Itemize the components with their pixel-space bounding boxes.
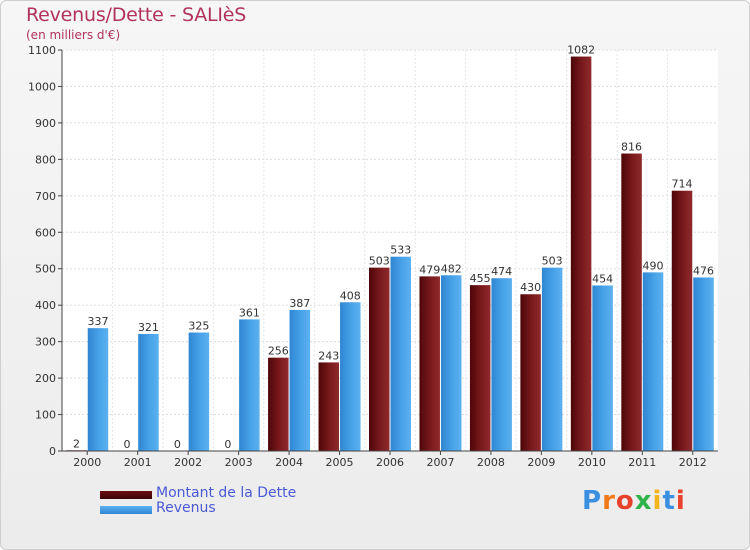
y-tick-label: 700 [35, 190, 56, 203]
bar-revenus [188, 332, 210, 451]
y-tick-label: 1100 [28, 44, 56, 57]
data-label: 256 [268, 345, 289, 358]
axes [58, 49, 718, 455]
bar-revenus [491, 278, 512, 451]
logo-letter: o [615, 486, 635, 516]
bar-dette [419, 276, 440, 451]
bar-revenus [440, 275, 462, 451]
x-tick-label: 2000 [73, 456, 101, 469]
data-label: 0 [224, 438, 231, 451]
x-tick-label: 2009 [527, 456, 555, 469]
bar-revenus [87, 328, 109, 451]
data-label: 490 [643, 259, 664, 272]
data-label: 0 [174, 438, 181, 451]
chart-title: Revenus/Dette - SALIèS [26, 4, 247, 26]
data-label: 337 [87, 315, 108, 328]
logo-letter: r [602, 486, 616, 516]
bar-revenus [138, 333, 159, 451]
chart-subtitle: (en milliers d'€) [26, 28, 121, 42]
data-label: 243 [318, 349, 339, 362]
legend-label-revenus: Revenus [156, 500, 216, 516]
data-label: 533 [390, 244, 411, 257]
data-label: 1082 [567, 44, 595, 57]
legend-swatch-debt [100, 491, 152, 499]
bar-revenus [541, 267, 563, 451]
data-label: 503 [369, 255, 390, 268]
x-tick-label: 2007 [426, 456, 454, 469]
x-tick-label: 2011 [628, 456, 656, 469]
data-label: 479 [419, 263, 440, 276]
y-tick-label: 600 [35, 226, 56, 239]
bar-revenus [340, 302, 361, 451]
data-label: 816 [621, 141, 642, 154]
data-label: 408 [340, 289, 361, 302]
bar-revenus [592, 285, 613, 451]
y-tick-label: 900 [35, 117, 56, 130]
data-label: 476 [693, 264, 714, 277]
y-tick-label: 400 [35, 299, 56, 312]
data-label: 482 [441, 262, 462, 275]
y-tick-label: 100 [35, 409, 56, 422]
x-tick-label: 2004 [275, 456, 303, 469]
y-tick-label: 300 [35, 336, 56, 349]
bar-revenus [693, 277, 714, 451]
data-label: 2 [73, 437, 80, 450]
logo-letter: t [662, 486, 676, 516]
bar-revenus [390, 256, 411, 451]
data-label: 387 [289, 297, 310, 310]
bar-dette [520, 294, 541, 451]
logo-letter: P [582, 486, 603, 516]
data-label: 714 [672, 178, 693, 191]
bar-revenus [289, 309, 311, 451]
bar-dette [318, 362, 340, 451]
legend-label-debt: Montant de la Dette [156, 485, 297, 501]
x-tick-label: 2008 [477, 456, 505, 469]
legend-swatch-revenus [100, 506, 152, 514]
y-tick-label: 500 [35, 263, 56, 276]
x-tick-label: 2005 [326, 456, 354, 469]
data-label: 0 [123, 438, 130, 451]
y-tick-label: 800 [35, 153, 56, 166]
x-tick-label: 2012 [679, 456, 707, 469]
data-label: 430 [520, 281, 541, 294]
bar-revenus [239, 319, 260, 451]
data-label: 454 [592, 272, 613, 285]
bar-dette [671, 190, 693, 451]
data-label: 325 [188, 320, 209, 333]
bar-dette [369, 267, 390, 451]
x-tick-label: 2002 [174, 456, 202, 469]
data-label: 503 [542, 255, 563, 268]
data-label: 361 [239, 306, 260, 319]
x-tick-label: 2001 [124, 456, 152, 469]
x-tick-label: 2006 [376, 456, 404, 469]
logo-letter: x [634, 486, 653, 516]
bar-dette [469, 285, 491, 451]
proxiti-logo: Proxiti [582, 486, 686, 516]
logo-letter: i [675, 486, 686, 516]
data-label: 474 [491, 265, 512, 278]
logo-letter: i [652, 486, 663, 516]
bars [66, 56, 714, 451]
bar-revenus [642, 272, 664, 451]
data-label: 321 [138, 321, 159, 334]
labels: 0100200300400500600700800900100011002337… [28, 44, 714, 469]
y-tick-label: 0 [49, 445, 56, 458]
data-label: 455 [470, 272, 491, 285]
bar-dette [570, 56, 592, 451]
x-tick-label: 2010 [578, 456, 606, 469]
x-tick-label: 2003 [225, 456, 253, 469]
bar-dette [621, 153, 642, 451]
y-tick-label: 200 [35, 372, 56, 385]
y-tick-label: 1000 [28, 80, 56, 93]
bar-dette [268, 357, 289, 451]
